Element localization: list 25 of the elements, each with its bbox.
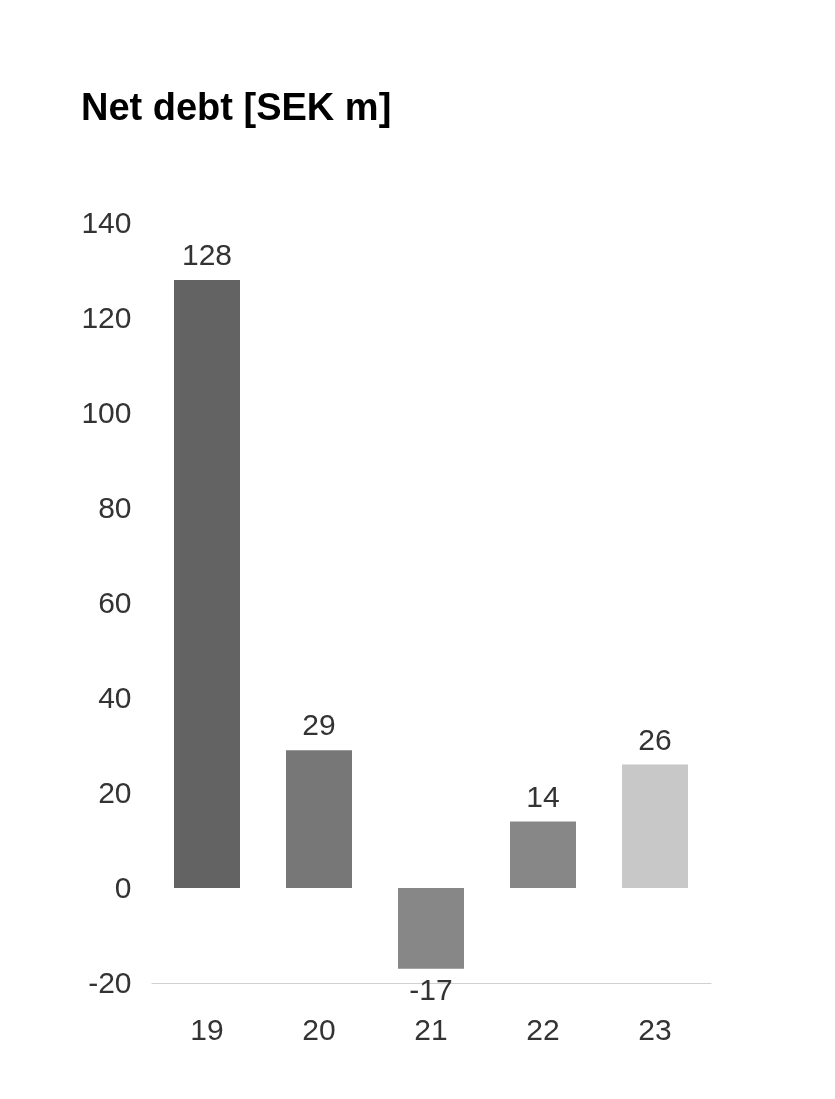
x-tick-label: 20 [302, 1012, 336, 1046]
bar [622, 764, 688, 888]
y-tick-label: 80 [98, 490, 132, 524]
bar [174, 280, 240, 888]
y-tick-label: -20 [88, 965, 132, 999]
x-tick-label: 21 [414, 1012, 448, 1046]
y-tick-label: 100 [81, 395, 132, 429]
y-tick-label: 20 [98, 775, 132, 809]
x-tick-label: 22 [526, 1012, 560, 1046]
bar [510, 821, 576, 888]
y-tick-label: 120 [81, 300, 132, 334]
bar [398, 888, 464, 969]
y-tick-label: 140 [81, 205, 132, 239]
chart-title: Net debt [SEK m] [80, 86, 392, 128]
bar [286, 750, 352, 888]
data-label: 128 [181, 238, 233, 271]
data-label: -17 [409, 972, 453, 1006]
x-tick-label: 23 [638, 1012, 672, 1046]
y-tick-label: 40 [98, 680, 132, 714]
data-label: 26 [638, 722, 672, 756]
data-label: 29 [302, 708, 336, 742]
x-tick-label: 19 [190, 1012, 224, 1046]
y-tick-label: 60 [98, 585, 132, 619]
data-label: 14 [526, 779, 560, 813]
y-tick-label: 0 [114, 870, 132, 904]
